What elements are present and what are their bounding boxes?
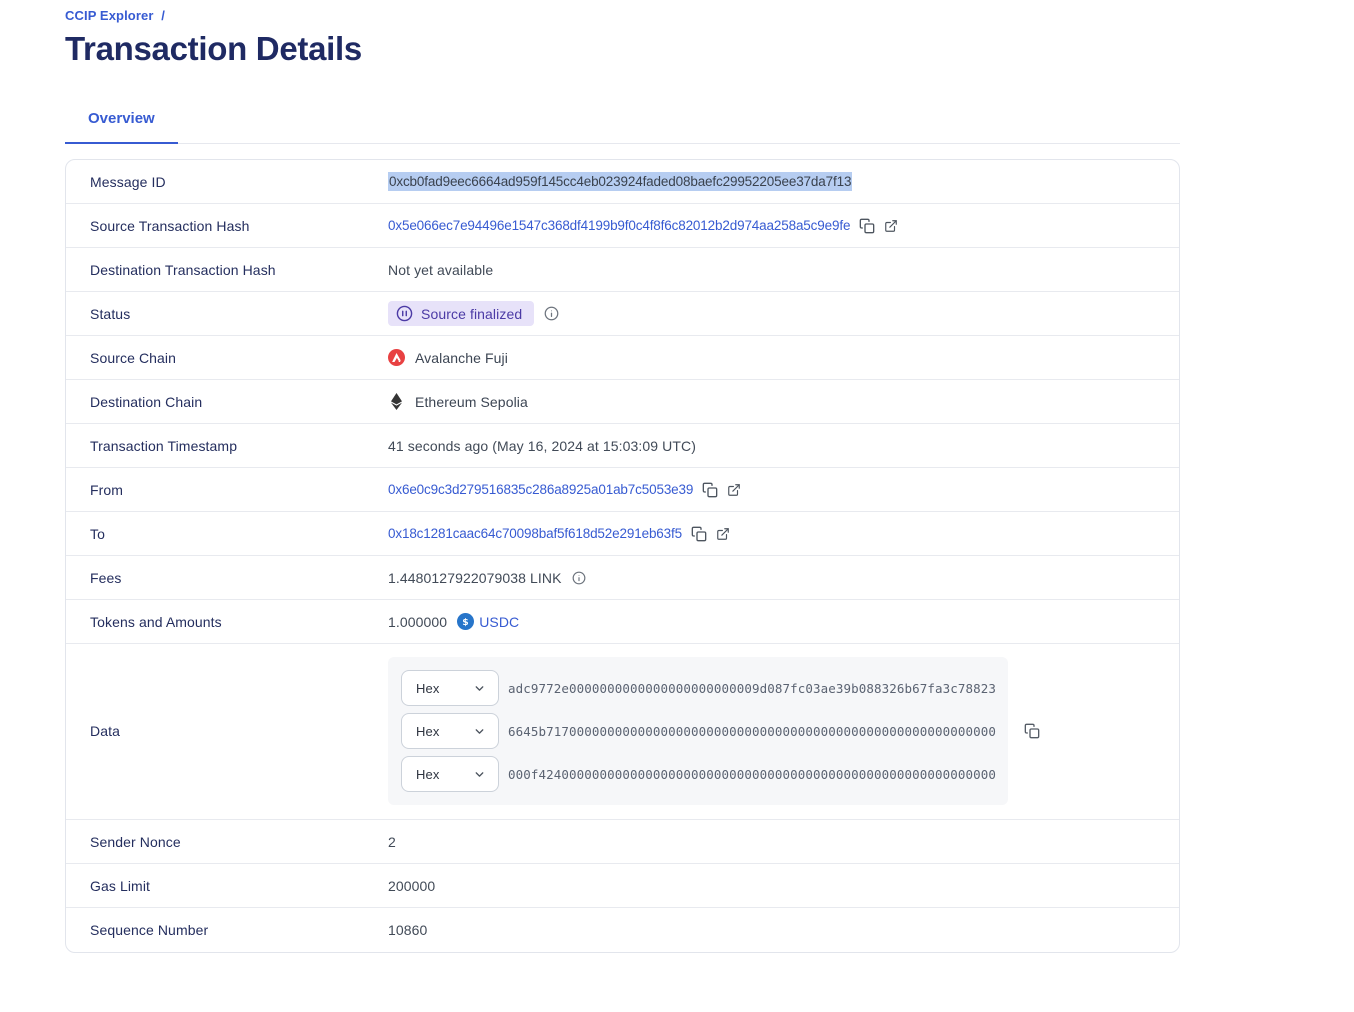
table-row-source-chain: Source Chain Avalanche Fuji: [66, 336, 1179, 380]
sequence-number-value: 10860: [388, 922, 427, 938]
row-label: Transaction Timestamp: [90, 438, 388, 454]
data-encoding-value: Hex: [416, 681, 439, 696]
source-chain-name: Avalanche Fuji: [415, 350, 508, 366]
table-row-sequence-number: Sequence Number 10860: [66, 908, 1179, 952]
data-encoding-select[interactable]: Hex: [401, 713, 499, 749]
table-row-gas-limit: Gas Limit 200000: [66, 864, 1179, 908]
data-line: Hex 000f42400000000000000000000000000000…: [401, 756, 994, 792]
row-label: Data: [90, 723, 388, 739]
usdc-token-icon: $: [457, 613, 474, 630]
row-label: Tokens and Amounts: [90, 614, 388, 630]
sender-nonce-value: 2: [388, 834, 396, 850]
status-badge-label: Source finalized: [421, 306, 522, 322]
row-label: To: [90, 526, 388, 542]
row-label: Message ID: [90, 174, 388, 190]
row-label: From: [90, 482, 388, 498]
row-label: Gas Limit: [90, 878, 388, 894]
data-hex-line: 000f424000000000000000000000000000000000…: [508, 767, 996, 782]
token-amount-value: 1.000000: [388, 614, 447, 630]
info-icon[interactable]: [544, 306, 559, 321]
copy-icon[interactable]: [702, 482, 718, 498]
table-row-timestamp: Transaction Timestamp 41 seconds ago (Ma…: [66, 424, 1179, 468]
external-link-icon[interactable]: [727, 483, 741, 497]
table-row-message-id: Message ID 0xcb0fad9eec6664ad959f145cc4e…: [66, 160, 1179, 204]
row-label: Fees: [90, 570, 388, 586]
data-line: Hex 6645b7170000000000000000000000000000…: [401, 713, 994, 749]
pause-circle-icon: [396, 305, 413, 322]
info-icon[interactable]: [572, 571, 586, 585]
table-row-from: From 0x6e0c9c3d279516835c286a8925a01ab7c…: [66, 468, 1179, 512]
row-label: Sequence Number: [90, 922, 388, 938]
dest-chain-name: Ethereum Sepolia: [415, 394, 528, 410]
data-line: Hex adc9772e0000000000000000000000009d08…: [401, 670, 994, 706]
data-encoding-select[interactable]: Hex: [401, 756, 499, 792]
row-label: Destination Transaction Hash: [90, 262, 388, 278]
chevron-down-icon: [473, 682, 486, 695]
details-table: Message ID 0xcb0fad9eec6664ad959f145cc4e…: [65, 159, 1180, 953]
chevron-down-icon: [473, 768, 486, 781]
table-row-dest-tx-hash: Destination Transaction Hash Not yet ava…: [66, 248, 1179, 292]
to-address-link[interactable]: 0x18c1281caac64c70098baf5f618d52e291eb63…: [388, 526, 682, 541]
row-label: Sender Nonce: [90, 834, 388, 850]
data-hex-box: Hex adc9772e0000000000000000000000009d08…: [388, 657, 1008, 805]
avalanche-logo-icon: [388, 349, 405, 366]
from-address-link[interactable]: 0x6e0c9c3d279516835c286a8925a01ab7c5053e…: [388, 482, 693, 497]
table-row-source-tx-hash: Source Transaction Hash 0x5e066ec7e94496…: [66, 204, 1179, 248]
data-encoding-select[interactable]: Hex: [401, 670, 499, 706]
table-row-to: To 0x18c1281caac64c70098baf5f618d52e291e…: [66, 512, 1179, 556]
fees-value: 1.4480127922079038 LINK: [388, 570, 562, 586]
token-symbol: USDC: [479, 614, 519, 630]
svg-text:$: $: [462, 617, 468, 628]
status-badge: Source finalized: [388, 301, 534, 326]
external-link-icon[interactable]: [884, 219, 898, 233]
copy-icon[interactable]: [691, 526, 707, 542]
row-label: Destination Chain: [90, 394, 388, 410]
table-row-sender-nonce: Sender Nonce 2: [66, 820, 1179, 864]
ethereum-logo-icon: [388, 393, 405, 410]
page-title: Transaction Details: [65, 30, 1180, 68]
source-tx-hash-link[interactable]: 0x5e066ec7e94496e1547c368df4199b9f0c4f8f…: [388, 218, 850, 233]
message-id-value: 0xcb0fad9eec6664ad959f145cc4eb023924fade…: [388, 172, 852, 191]
copy-icon[interactable]: [1024, 723, 1040, 739]
table-row-status: Status Source finalized: [66, 292, 1179, 336]
data-hex-line: adc9772e0000000000000000000000009d087fc0…: [508, 681, 996, 696]
dest-tx-hash-value: Not yet available: [388, 262, 493, 278]
row-label: Status: [90, 306, 388, 322]
data-encoding-value: Hex: [416, 724, 439, 739]
tab-overview[interactable]: Overview: [65, 110, 178, 144]
timestamp-value: 41 seconds ago (May 16, 2024 at 15:03:09…: [388, 438, 696, 454]
external-link-icon[interactable]: [716, 527, 730, 541]
row-label: Source Transaction Hash: [90, 218, 388, 234]
transaction-details-page: CCIP Explorer / Transaction Details Over…: [0, 0, 1245, 953]
gas-limit-value: 200000: [388, 878, 435, 894]
table-row-dest-chain: Destination Chain Ethereum Sepolia: [66, 380, 1179, 424]
row-label: Source Chain: [90, 350, 388, 366]
breadcrumb-separator: /: [161, 8, 165, 23]
breadcrumb: CCIP Explorer /: [65, 8, 1180, 23]
token-usdc-link[interactable]: $ USDC: [457, 613, 519, 630]
tab-bar: Overview: [65, 110, 1180, 144]
data-hex-line: 6645b71700000000000000000000000000000000…: [508, 724, 996, 739]
table-row-tokens-amounts: Tokens and Amounts 1.000000 $ USDC: [66, 600, 1179, 644]
breadcrumb-link-ccip-explorer[interactable]: CCIP Explorer: [65, 8, 153, 23]
table-row-fees: Fees 1.4480127922079038 LINK: [66, 556, 1179, 600]
table-row-data: Data Hex adc9772e00000000000000000000000…: [66, 644, 1179, 820]
data-encoding-value: Hex: [416, 767, 439, 782]
copy-icon[interactable]: [859, 218, 875, 234]
chevron-down-icon: [473, 725, 486, 738]
